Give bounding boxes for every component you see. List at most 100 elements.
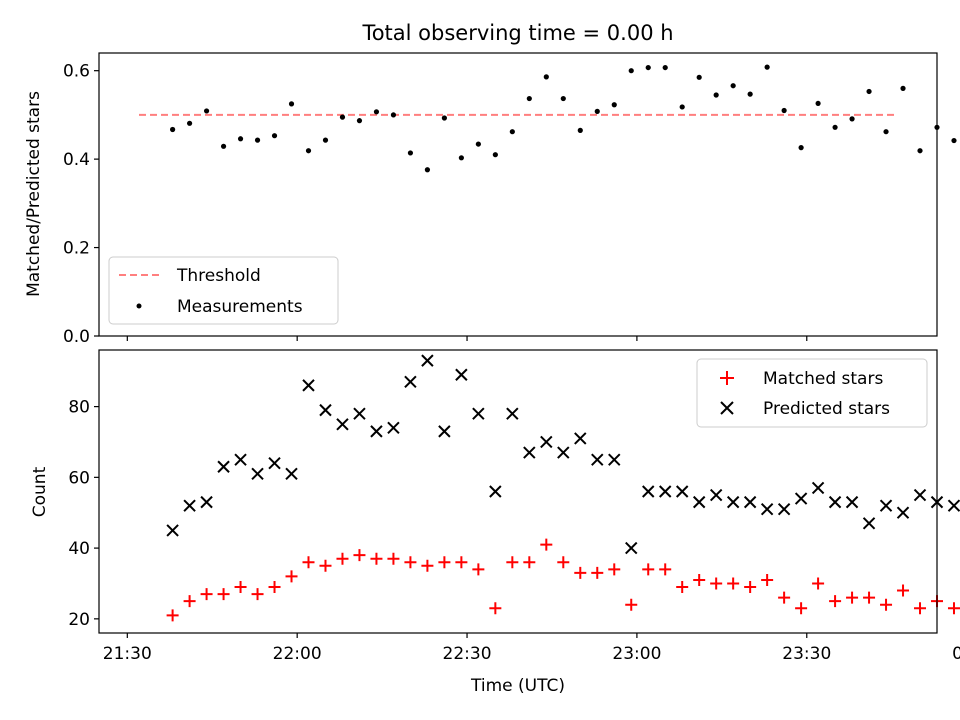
predicted-star-point — [947, 499, 960, 512]
top-y-tick-label: 0.4 — [63, 150, 90, 170]
predicted-star-point — [845, 495, 859, 509]
measurements-legend-swatch — [136, 303, 142, 309]
matched-star-point — [863, 591, 876, 604]
matched-star-point — [727, 577, 740, 590]
predicted-star-point — [251, 467, 264, 481]
predicted-star-point — [574, 432, 587, 445]
matched-star-point — [693, 573, 706, 586]
predicted-star-point — [370, 425, 383, 438]
measurement-point — [170, 126, 176, 133]
measurement-point — [356, 118, 363, 124]
predicted-star-point — [217, 460, 230, 473]
predicted-star-point — [421, 354, 434, 367]
matched-star-point — [200, 588, 213, 601]
matched-star-point — [947, 602, 960, 615]
measurement-point — [322, 137, 329, 143]
predicted-star-point — [268, 456, 281, 470]
predicted-stars-legend-label: Predicted stars — [763, 399, 890, 419]
x-tick-label: 22:30 — [443, 644, 492, 664]
bottom-y-tick-label: 40 — [68, 539, 90, 559]
matched-star-point — [778, 591, 791, 604]
measurement-point — [764, 64, 770, 70]
matched-star-point — [336, 552, 349, 565]
top-y-tick-label: 0.0 — [63, 327, 90, 347]
top-panel-axes: 0.0 0.2 0.4 0.6 — [63, 62, 808, 347]
predicted-star-point — [811, 481, 825, 495]
top-y-tick-label: 0.2 — [63, 239, 90, 259]
measurement-point — [458, 155, 464, 161]
predicted-star-point — [234, 453, 247, 466]
measurement-point — [951, 137, 957, 144]
predicted-star-point — [608, 453, 621, 466]
predicted-star-point — [540, 435, 553, 449]
matched-star-point — [438, 556, 451, 569]
matched-star-point — [625, 598, 638, 611]
measurement-point — [662, 64, 668, 71]
measurement-point — [849, 116, 855, 122]
top-panel-plot-area — [139, 64, 957, 173]
x-axis-label: Time (UTC) — [470, 676, 565, 696]
matched-star-point — [285, 570, 298, 583]
predicted-star-point — [692, 495, 706, 509]
measurement-point — [628, 68, 634, 74]
matched-star-point — [234, 581, 247, 594]
matched-star-point — [897, 584, 910, 597]
measurement-point — [917, 148, 923, 154]
measurement-point — [543, 74, 549, 80]
predicted-star-point — [319, 403, 332, 417]
predicted-star-point — [659, 485, 672, 498]
matched-star-point — [540, 538, 553, 551]
measurement-point — [815, 100, 821, 107]
predicted-star-point — [760, 502, 774, 516]
matched-star-point — [251, 588, 264, 601]
measurement-point — [611, 102, 617, 108]
matched-star-point — [506, 556, 519, 569]
predicted-star-point — [455, 368, 468, 381]
predicted-star-point — [625, 541, 638, 555]
x-tick-label: 21:30 — [103, 644, 152, 664]
bottom-y-tick-label: 60 — [68, 468, 90, 488]
matched-star-point — [642, 563, 655, 576]
measurement-point — [509, 129, 515, 135]
predicted-star-point — [472, 407, 485, 420]
matched-star-point — [829, 595, 842, 608]
matched-star-point — [183, 595, 196, 608]
matched-star-point — [489, 602, 502, 615]
matched-star-point — [455, 556, 468, 569]
measurement-point — [730, 83, 736, 89]
predicted-star-point — [862, 517, 876, 530]
predicted-star-point — [285, 467, 298, 481]
predicted-star-point — [302, 379, 315, 392]
top-y-tick-label: 0.6 — [63, 62, 90, 82]
matched-star-point — [591, 566, 604, 579]
measurement-point — [271, 133, 278, 139]
measurement-point — [594, 108, 600, 114]
measurement-point — [254, 137, 261, 143]
bottom-y-axis-label: Count — [30, 466, 50, 517]
matched-star-point — [370, 552, 383, 565]
predicted-star-point — [896, 506, 910, 519]
matched-star-point — [523, 556, 536, 569]
measurement-point — [679, 104, 685, 110]
measurement-point — [798, 145, 804, 151]
measurement-point — [883, 129, 889, 135]
matched-star-point — [574, 566, 587, 579]
measurement-point — [305, 148, 312, 154]
measurement-point — [407, 150, 414, 156]
matched-star-point — [302, 556, 315, 569]
matched-star-point — [659, 563, 672, 576]
measurement-point — [390, 112, 397, 118]
measurement-point — [696, 74, 702, 80]
matched-star-point — [268, 581, 281, 594]
chart-title: Total observing time = 0.00 h — [361, 21, 673, 45]
top-legend-box — [108, 256, 339, 325]
predicted-star-point — [743, 495, 757, 509]
measurement-point — [186, 120, 193, 126]
threshold-legend-label: Threshold — [176, 266, 261, 286]
predicted-stars-legend-swatch — [720, 401, 734, 415]
measurement-point — [577, 127, 583, 133]
measurement-point — [645, 64, 651, 71]
predicted-star-point — [591, 453, 604, 466]
top-legend: Threshold Measurements — [108, 256, 339, 325]
x-tick-label: 22:00 — [273, 644, 322, 664]
